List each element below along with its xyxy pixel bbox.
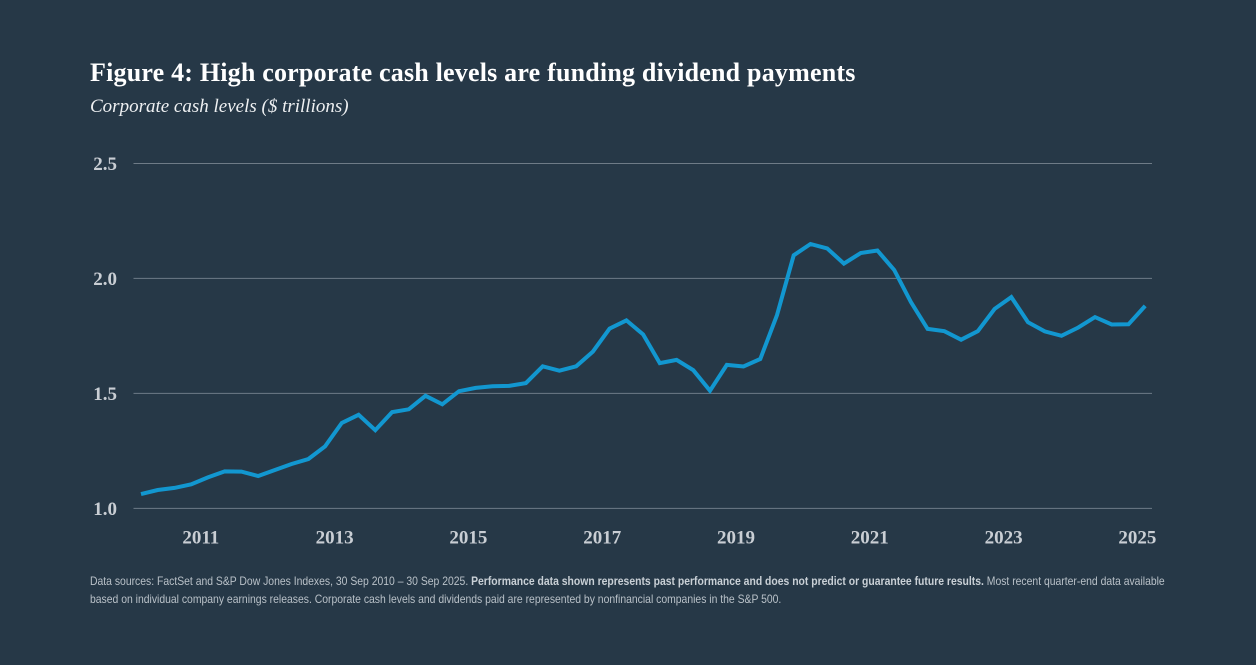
- svg-text:2021: 2021: [851, 528, 889, 549]
- svg-text:2.5: 2.5: [93, 154, 117, 175]
- svg-text:2.0: 2.0: [93, 269, 117, 290]
- svg-text:1.0: 1.0: [93, 499, 117, 520]
- svg-text:2013: 2013: [316, 528, 354, 549]
- svg-text:2015: 2015: [449, 528, 487, 549]
- svg-text:2025: 2025: [1118, 528, 1156, 549]
- svg-text:2023: 2023: [985, 528, 1023, 549]
- svg-text:2011: 2011: [182, 528, 219, 549]
- svg-text:1.5: 1.5: [93, 384, 117, 405]
- svg-text:2017: 2017: [583, 528, 622, 549]
- svg-text:2019: 2019: [717, 528, 755, 549]
